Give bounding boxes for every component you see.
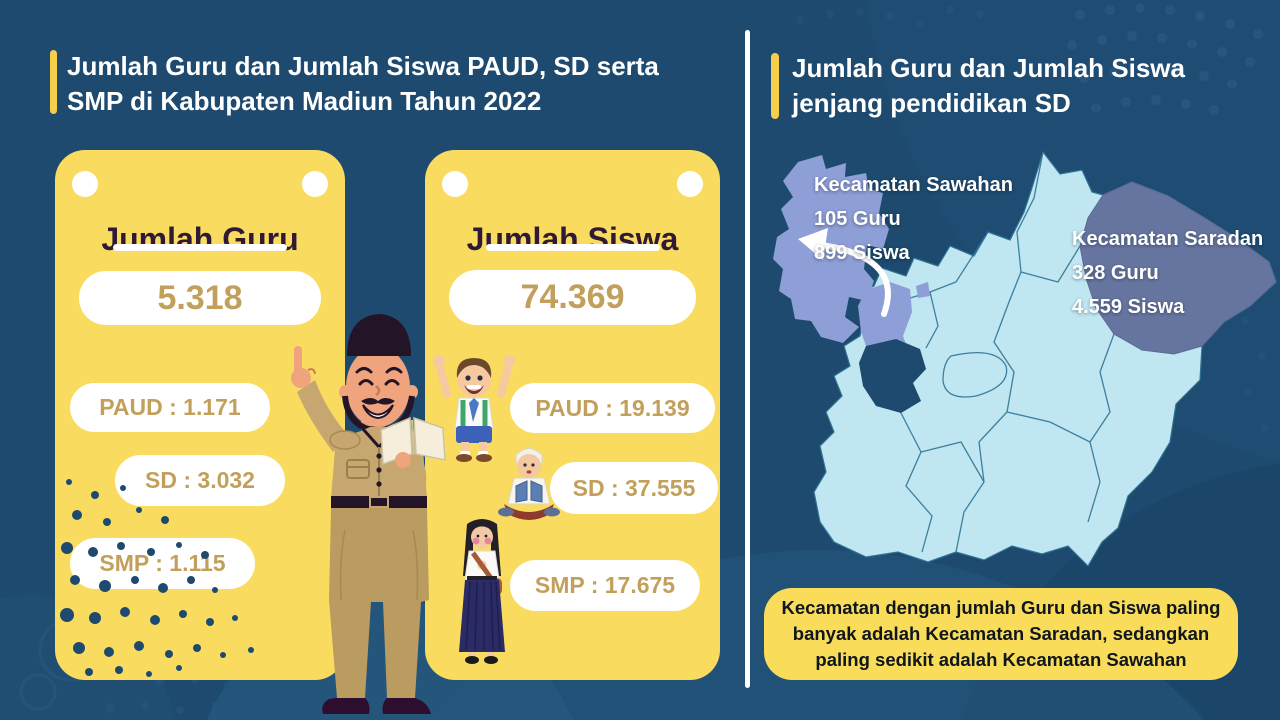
left-title-line2: SMP di Kabupaten Madiun Tahun 2022 xyxy=(67,86,542,116)
left-title-line1: Jumlah Guru dan Jumlah Siswa PAUD, SD se… xyxy=(67,51,659,81)
siswa-card-underline xyxy=(485,244,660,251)
map-enclave xyxy=(859,339,926,413)
siswa-card-title: Jumlah Siswa xyxy=(466,220,679,257)
right-panel-title: Jumlah Guru dan Jumlah Siswa jenjang pen… xyxy=(792,51,1252,121)
guru-sd-pill: SD : 3.032 xyxy=(115,455,285,506)
guru-card: Jumlah Guru 5.318 PAUD : 1.171 SD : 3.03… xyxy=(55,150,345,680)
guru-smp-pill: SMP : 1.115 xyxy=(70,538,255,589)
guru-paud-pill: PAUD : 1.171 xyxy=(70,383,270,432)
saradan-siswa: 4.559 Siswa xyxy=(1072,296,1185,318)
teacher-illustration xyxy=(291,314,446,714)
saradan-name: Kecamatan Saradan xyxy=(1072,228,1264,250)
sawahan-label: Kecamatan Sawahan 105 Guru 899 Siswa xyxy=(814,168,1013,270)
card-dots-decor xyxy=(60,479,254,677)
guru-total-pill: 5.318 xyxy=(79,271,321,325)
sawahan-name: Kecamatan Sawahan xyxy=(814,174,1013,196)
panel-divider xyxy=(745,30,750,688)
student-girl-illustration xyxy=(459,519,505,664)
right-title-line2: jenjang pendidikan SD xyxy=(792,88,1071,118)
map-region-saradan xyxy=(1079,181,1277,355)
siswa-smp-pill: SMP : 17.675 xyxy=(510,560,700,611)
pin-hole-right xyxy=(677,171,703,197)
madiun-district-map xyxy=(773,150,1277,567)
siswa-sd-pill: SD : 37.555 xyxy=(550,462,718,514)
title-accent-bar-right xyxy=(771,53,779,119)
siswa-total-pill: 74.369 xyxy=(449,270,696,325)
conclusion-note: Kecamatan dengan jumlah Guru dan Siswa p… xyxy=(764,588,1238,680)
pin-hole-right xyxy=(302,171,328,197)
left-panel-title: Jumlah Guru dan Jumlah Siswa PAUD, SD se… xyxy=(67,49,727,119)
sawahan-guru: 105 Guru xyxy=(814,208,901,230)
saradan-guru: 328 Guru xyxy=(1072,262,1159,284)
title-accent-bar-left xyxy=(50,50,57,114)
pin-hole-left xyxy=(72,171,98,197)
pin-hole-left xyxy=(442,171,468,197)
curved-arrow-icon xyxy=(819,242,891,317)
student-reading-illustration xyxy=(498,448,560,520)
guru-card-underline xyxy=(113,244,287,251)
saradan-label: Kecamatan Saradan 328 Guru 4.559 Siswa xyxy=(1072,222,1263,324)
student-cheering-illustration xyxy=(433,355,515,462)
siswa-paud-pill: PAUD : 19.139 xyxy=(510,383,715,433)
sawahan-siswa: 899 Siswa xyxy=(814,242,910,264)
right-title-line1: Jumlah Guru dan Jumlah Siswa xyxy=(792,53,1185,83)
